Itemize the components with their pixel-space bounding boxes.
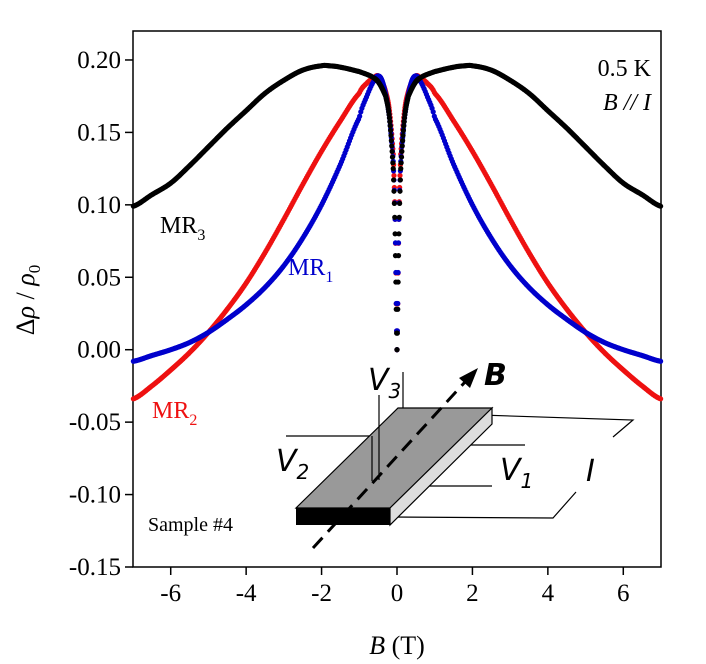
data-point — [389, 148, 395, 155]
y-tick-label: -0.05 — [69, 409, 121, 436]
series-mr3 — [130, 62, 664, 353]
x-tick-label: 4 — [542, 580, 555, 607]
data-point — [658, 203, 664, 209]
data-point — [400, 132, 406, 139]
data-point — [396, 214, 402, 220]
y-tick-label: 0.10 — [77, 192, 121, 219]
data-point — [387, 119, 393, 125]
series-mr1 — [130, 73, 664, 364]
data-point — [400, 137, 406, 144]
data-point — [398, 154, 405, 160]
data-point — [392, 253, 399, 259]
data-point — [390, 160, 396, 166]
series-label-mr1: MR1 — [288, 255, 333, 286]
temperature-annotation: 0.5 K — [598, 56, 652, 82]
data-point — [390, 166, 396, 172]
x-axis-title: B (T) — [369, 631, 425, 660]
data-point — [394, 330, 400, 336]
data-point — [391, 177, 397, 183]
y-tick-label: 0.15 — [77, 119, 121, 146]
data-point — [399, 143, 405, 149]
data-point — [130, 358, 136, 364]
device-schematic: B V3 V2 V1 I — [276, 358, 635, 550]
y-tick-label: 0.00 — [77, 337, 121, 364]
data-point — [392, 231, 398, 237]
data-point — [391, 188, 397, 194]
data-point — [397, 172, 403, 179]
y-tick-label: 0.20 — [77, 47, 121, 74]
current-wire-bottom — [389, 491, 577, 519]
x-tick-label: -6 — [160, 580, 181, 607]
v2-label: V2 — [276, 444, 309, 484]
y-axis-title: Δρ / ρ0 — [11, 265, 44, 335]
series-layer — [130, 62, 664, 402]
current-wire-top — [479, 414, 635, 438]
field-label: B — [484, 358, 507, 393]
v3-label: V3 — [368, 363, 401, 403]
data-point — [358, 109, 364, 115]
data-point — [430, 109, 436, 115]
data-point — [658, 396, 664, 402]
orientation-annotation: B // I — [603, 90, 652, 116]
data-point — [388, 137, 394, 144]
data-point — [658, 358, 664, 364]
data-point — [400, 127, 407, 134]
data-point — [387, 123, 393, 129]
data-point — [387, 127, 394, 134]
x-tick-label: -4 — [236, 580, 257, 607]
y-tick-label: -0.10 — [69, 482, 121, 509]
sample-annotation: Sample #4 — [148, 514, 233, 536]
data-point — [397, 200, 403, 206]
data-point — [398, 166, 404, 172]
series-label-mr3: MR3 — [160, 213, 205, 244]
current-label: I — [586, 454, 595, 489]
data-point — [401, 119, 407, 125]
y-tick-label: -0.15 — [69, 554, 121, 581]
data-point — [391, 200, 397, 206]
data-point — [392, 240, 399, 246]
x-tick-label: 2 — [466, 580, 479, 607]
data-point — [397, 177, 403, 183]
data-point — [389, 154, 396, 160]
data-point — [391, 172, 397, 179]
data-point — [388, 132, 394, 139]
data-point — [389, 143, 395, 149]
data-point — [396, 231, 402, 237]
x-tick-label: -2 — [311, 580, 332, 607]
x-tick-label: 0 — [391, 580, 404, 607]
data-point — [401, 123, 407, 129]
data-point — [397, 188, 403, 194]
data-point — [392, 214, 398, 220]
field-arrow-head — [459, 368, 478, 388]
sample-slab-front — [296, 508, 390, 525]
data-point — [393, 279, 399, 285]
data-point — [130, 396, 136, 402]
data-point — [393, 269, 399, 276]
data-point — [399, 148, 405, 155]
data-point — [393, 300, 399, 307]
y-tick-label: 0.05 — [77, 264, 121, 291]
data-point — [394, 347, 400, 353]
data-point — [398, 160, 404, 166]
v1-label: V1 — [500, 453, 533, 493]
series-label-mr2: MR2 — [152, 398, 197, 429]
data-point — [393, 306, 399, 312]
field-arrow-line — [311, 380, 467, 550]
ticks-layer: -6 -4 -2 0 2 4 6 0.20 0.15 0.10 0.05 0.00 -0.05 -0.10… — [69, 47, 630, 607]
x-tick-label: 6 — [617, 580, 630, 607]
